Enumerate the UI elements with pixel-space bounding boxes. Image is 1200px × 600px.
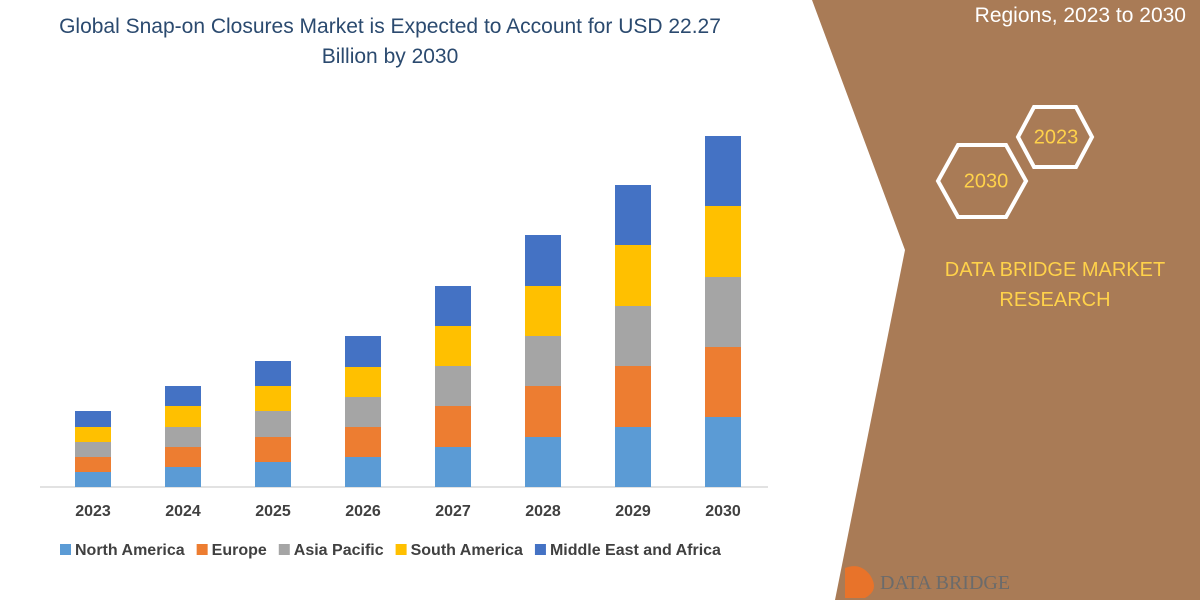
x-tick-label: 2023 [75,503,111,520]
hex-label: 2030 [964,170,1009,192]
bar-segment [345,367,381,397]
bar-segment [435,447,471,487]
bar-segment [345,457,381,487]
x-tick-label: 2026 [345,503,381,520]
legend-label: North America [75,542,185,559]
bar-segment [165,467,201,487]
bar-segment [255,462,291,487]
side-panel [812,0,1200,600]
x-tick-label: 2024 [165,503,201,520]
bar-segment [615,306,651,366]
x-tick-label: 2025 [255,503,291,520]
bar-segment [75,472,111,487]
bar-segment [255,386,291,411]
bar-segment [525,286,561,336]
bar-segment [435,286,471,326]
legend-label: Asia Pacific [294,542,384,559]
bar-segment [705,277,741,347]
brand: DATA BRIDGE MARKET RESEARCH [944,259,1166,311]
bar-segment [255,411,291,437]
bar-segment [705,347,741,417]
bar-segment [255,361,291,386]
legend-swatch [395,544,407,555]
bar-segment [525,336,561,386]
bar-segment [525,437,561,487]
bar-segment [615,245,651,306]
legend-swatch [278,544,290,555]
bar-segment [615,366,651,427]
bar-segment [75,411,111,427]
bar-segment [615,427,651,487]
chart-title: Global Snap-on Closures Market is Expect… [59,15,721,68]
bar-segment [165,427,201,447]
legend-label: Middle East and Africa [550,542,721,559]
hex-label: 2023 [1034,126,1079,148]
bar-segment [615,185,651,245]
legend-swatch [534,544,546,555]
bar-segment [165,386,201,406]
logo-icon [845,566,874,598]
bar-segment [345,336,381,367]
x-tick-label: 2030 [705,503,741,520]
bar-segment [345,427,381,457]
bar-segment [75,457,111,472]
bar-segment [525,235,561,286]
bar-segment [165,447,201,467]
x-tick-label: 2027 [435,503,471,520]
hexagon [935,143,1029,219]
legend-label: Europe [212,542,267,559]
hexagon [1015,105,1095,169]
panel-subtitle: Regions, 2023 to 2030 [974,4,1186,27]
legend-label: South America [411,542,523,559]
bar-segment [75,427,111,442]
logo-text: DATA BRIDGE [880,572,1011,594]
bar-segment [705,136,741,206]
bar-segment [435,326,471,366]
bar-segment [705,206,741,277]
bar-segment [525,386,561,437]
bar-segment [705,417,741,487]
bar-segment [75,442,111,457]
bar-segment [435,406,471,447]
legend-swatch [196,544,208,555]
bar-segment [345,397,381,427]
legend-swatch [60,544,71,555]
bar-segment [255,437,291,462]
bar-segment [165,406,201,427]
x-tick-label: 2029 [615,503,651,520]
x-tick-label: 2028 [525,503,561,520]
bar-segment [435,366,471,406]
